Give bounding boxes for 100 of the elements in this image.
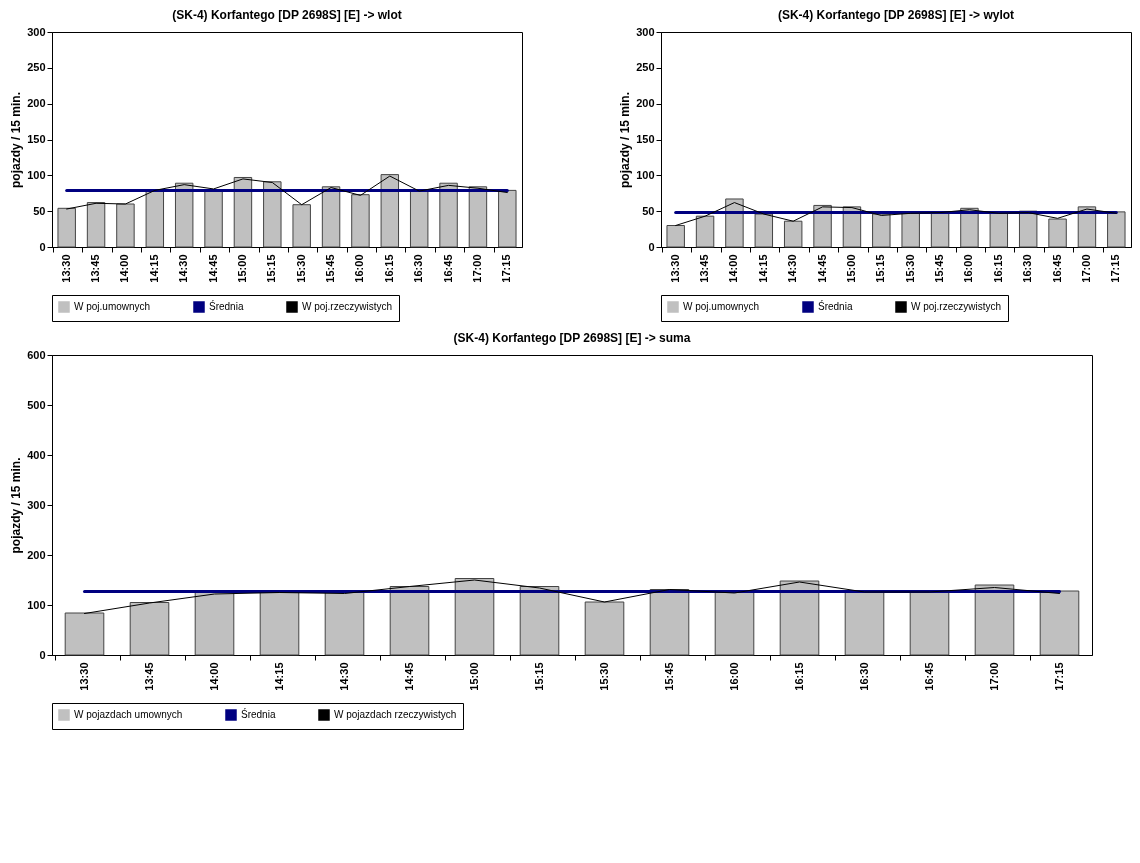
x-tick-label: 17:00	[470, 254, 483, 283]
bar	[409, 189, 429, 248]
bar	[292, 204, 311, 248]
bar	[174, 182, 194, 248]
line-series	[84, 579, 1060, 614]
x-tick-label: 16:30	[857, 662, 870, 691]
y-tick-label: 150	[27, 133, 46, 145]
bar	[1039, 590, 1080, 656]
y-tick-label: 50	[642, 204, 655, 217]
y-tick-label: 250	[636, 61, 655, 74]
bar	[930, 212, 950, 248]
bar	[974, 584, 1015, 656]
x-tick-label: 16:00	[353, 254, 366, 283]
x-tick-label: 15:45	[933, 254, 946, 283]
x-tick-label: 16:45	[1050, 254, 1063, 283]
bar	[129, 602, 170, 656]
bar	[324, 592, 365, 656]
x-tick-label: 15:30	[597, 662, 610, 691]
y-tick-label: 300	[636, 25, 655, 38]
y-tick-label: 150	[636, 133, 655, 145]
x-tick-label: 14:30	[337, 662, 350, 691]
x-tick-label: 14:45	[206, 254, 219, 283]
bar	[714, 591, 755, 656]
bar	[259, 592, 300, 656]
y-tick-label: 0	[39, 648, 46, 661]
bar	[380, 174, 400, 248]
bar	[57, 207, 76, 248]
bar	[695, 215, 715, 248]
bar	[263, 181, 282, 248]
bar	[351, 194, 370, 248]
bar	[909, 590, 950, 656]
x-tick-label: 14:15	[272, 662, 285, 691]
y-tick-label: 200	[27, 97, 46, 110]
chart-title: (SK-4) Korfantego [DP 2698S] [E] -> wlot	[172, 8, 402, 22]
chart-title: (SK-4) Korfantego [DP 2698S] [E] -> wylot	[777, 8, 1015, 22]
bar	[519, 586, 560, 656]
x-tick-label: 17:00	[1079, 254, 1092, 283]
bar	[116, 203, 135, 248]
y-tick-label: 250	[27, 61, 46, 74]
bar	[666, 225, 685, 248]
x-tick-label: 15:30	[294, 254, 307, 283]
x-tick-label: 14:15	[756, 254, 769, 283]
bar	[204, 189, 223, 248]
legend-label: W poj.rzeczywistych	[302, 301, 393, 312]
x-tick-label: 13:45	[698, 254, 711, 283]
legend-label: W pojazdach rzeczywistych	[334, 709, 457, 720]
x-tick-label: 15:15	[265, 254, 278, 283]
y-tick-label: 400	[27, 448, 46, 461]
x-tick-label: 16:15	[991, 254, 1004, 283]
x-tick-label: 15:45	[324, 254, 337, 283]
x-tick-label: 16:00	[962, 254, 975, 283]
x-tick-label: 13:30	[77, 662, 90, 691]
x-tick-label: 15:00	[844, 254, 857, 283]
y-tick-label: 200	[636, 97, 655, 110]
y-axis-title: pojazdy / 15 min.	[618, 91, 633, 189]
x-tick-label: 13:45	[89, 254, 102, 283]
x-tick-label: 14:45	[815, 254, 828, 283]
bar	[901, 212, 920, 248]
x-tick-label: 14:30	[177, 254, 190, 283]
y-tick-label: 100	[27, 168, 46, 181]
bar	[783, 220, 803, 248]
x-tick-label: 14:00	[118, 254, 131, 283]
bar	[1048, 218, 1067, 248]
legend-label: Średnia	[241, 708, 276, 720]
x-tick-label: 14:30	[786, 254, 799, 283]
y-tick-label: 0	[648, 240, 655, 253]
line-series	[66, 175, 508, 210]
bar	[86, 202, 106, 248]
x-tick-label: 15:00	[235, 254, 248, 283]
legend-label: Średnia	[209, 300, 244, 312]
y-tick-label: 100	[636, 168, 655, 181]
legend-label: W poj.umownych	[683, 301, 760, 312]
bar	[454, 578, 495, 656]
y-tick-label: 300	[27, 498, 46, 511]
bar	[389, 586, 430, 656]
x-tick-label: 16:15	[792, 662, 805, 691]
legend-label: Średnia	[818, 300, 853, 312]
y-tick-label: 200	[27, 548, 46, 561]
line-series	[675, 202, 1117, 226]
bar	[779, 580, 820, 656]
bar	[584, 601, 625, 656]
y-axis-title: pojazdy / 15 min.	[9, 457, 24, 554]
y-tick-label: 100	[27, 598, 46, 611]
x-tick-label: 13:45	[142, 662, 155, 691]
y-tick-label: 500	[27, 398, 46, 411]
bar	[321, 186, 341, 248]
x-tick-label: 14:00	[207, 662, 220, 691]
bar	[754, 213, 774, 248]
y-axis-title: pojazdy / 15 min.	[9, 91, 24, 189]
y-tick-label: 50	[33, 204, 46, 217]
x-tick-label: 16:15	[382, 254, 395, 283]
y-tick-label: 600	[27, 348, 46, 361]
x-tick-label: 15:15	[532, 662, 545, 691]
bar	[233, 176, 253, 248]
x-tick-label: 14:45	[402, 662, 415, 691]
legend-label: W poj.rzeczywistych	[911, 301, 1002, 312]
bar	[989, 212, 1009, 248]
bar	[498, 189, 517, 248]
x-tick-label: 16:00	[727, 662, 740, 691]
x-tick-label: 15:15	[874, 254, 887, 283]
